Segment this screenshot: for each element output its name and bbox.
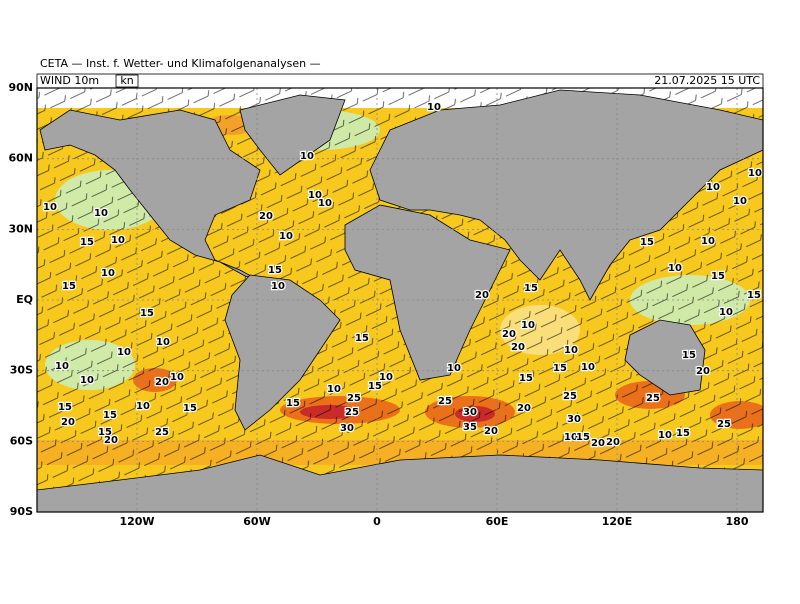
wind-speed-label: 20 (475, 290, 489, 301)
wind-speed-label: 10 (701, 236, 715, 247)
wind-speed-label: 20 (591, 438, 605, 449)
wind-speed-label: 10 (279, 231, 293, 242)
map-frame (36, 87, 764, 513)
wind-speed-label: 15 (268, 265, 282, 276)
lon-label: 0 (373, 515, 381, 528)
wind-speed-label: 15 (355, 333, 369, 344)
land (37, 89, 763, 512)
wind-speed-label: 35 (463, 422, 477, 433)
wind-speed-label: 15 (286, 398, 300, 409)
lat-label: EQ (16, 293, 33, 306)
wind-speed-label: 10 (719, 307, 733, 318)
wind-speed-label: 15 (183, 403, 197, 414)
lon-label: 180 (726, 515, 749, 528)
wind-speed-label: 20 (155, 377, 169, 388)
wind-speed-label: 20 (104, 435, 118, 446)
wind-speed-label: 20 (259, 211, 273, 222)
wind-speed-label: 15 (80, 237, 94, 248)
wind-speed-label: 10 (706, 182, 720, 193)
wind-speed-label: 10 (300, 151, 314, 162)
lat-label: 30N (8, 222, 33, 235)
wind-speed-label: 10 (318, 198, 332, 209)
wind-speed-label: 10 (308, 190, 322, 201)
axes: 90N 60N 30N EQ 30S 60S 90S 120W 60W 0 60E 120E 180 (8, 81, 748, 528)
wind-speed-label: 15 (58, 402, 72, 413)
wind-speed-label: 10 (136, 401, 150, 412)
wind-speed-label: 10 (658, 430, 672, 441)
wind-speed-label: 10 (55, 361, 69, 372)
lat-label: 90S (10, 505, 33, 518)
wind-speed-label: 15 (140, 308, 154, 319)
lon-label: 60W (243, 515, 270, 528)
wind-speed-label: 20 (606, 437, 620, 448)
wind-speed-label: 15 (676, 428, 690, 439)
unit: kn (120, 74, 133, 87)
wind-speed-label: 25 (155, 427, 169, 438)
wind-speed-label: 10 (564, 345, 578, 356)
wind-speed-label: 20 (484, 426, 498, 437)
wind-speed-label: 25 (563, 391, 577, 402)
lon-label: 120W (119, 515, 154, 528)
wind-speed-label: 20 (61, 417, 75, 428)
header-title: CETA — Inst. f. Wetter- und Klimafolgena… (40, 57, 321, 70)
lon-label: 120E (602, 515, 632, 528)
wind-speed-label: 20 (696, 366, 710, 377)
date: 21.07.2025 15 UTC (654, 74, 760, 87)
wind-speed-label: 25 (717, 419, 731, 430)
wind-speed-label: 15 (747, 290, 761, 301)
field-name: WIND 10m (40, 74, 99, 87)
wind-speed-label: 10 (668, 263, 682, 274)
wind-speed-label: 10 (101, 268, 115, 279)
wind-speed-label: 10 (327, 384, 341, 395)
wind-speed-label: 15 (576, 432, 590, 443)
wind-speed-label: 10 (156, 337, 170, 348)
wind-speed-label: 15 (368, 381, 382, 392)
wind-speed-label: 30 (567, 414, 581, 425)
wind-speed-label: 10 (447, 363, 461, 374)
wind-speed-label: 10 (170, 372, 184, 383)
wind-speed-label: 25 (345, 407, 359, 418)
wind-speed-label: 15 (103, 410, 117, 421)
wind-speed-label: 15 (62, 281, 76, 292)
lon-label: 60E (486, 515, 509, 528)
graticule (37, 88, 763, 512)
unit-box (115, 74, 139, 88)
wind-speed-label: 15 (98, 427, 112, 438)
wind-speed-label: 15 (553, 363, 567, 374)
wind-speed-label: 25 (646, 393, 660, 404)
wind-speed-label: 25 (347, 393, 361, 404)
wind-speed-label: 25 (438, 396, 452, 407)
lat-label: 60S (10, 434, 33, 447)
wind-speed-label: 10 (94, 208, 108, 219)
lat-label: 60N (8, 152, 33, 165)
wind-speed-label: 15 (711, 271, 725, 282)
wind-speed-label: 10 (43, 202, 57, 213)
wind-speed-label: 10 (111, 235, 125, 246)
wind-speed-label: 10 (733, 196, 747, 207)
wind-speed-label: 10 (271, 281, 285, 292)
wind-speed-label: 15 (640, 237, 654, 248)
wind-speed-label: 15 (524, 283, 538, 294)
wind-speed-label: 10 (427, 102, 441, 113)
wind-speed-label: 10 (521, 320, 535, 331)
lat-label: 90N (8, 81, 33, 94)
wind-speed-label: 30 (340, 423, 354, 434)
wind-speed-label: 10 (379, 372, 393, 383)
wind-speed-label: 20 (511, 342, 525, 353)
wind-speed-label: 10 (80, 375, 94, 386)
wind-speed-label: 10 (564, 432, 578, 443)
wind-speed-label: 10 (581, 362, 595, 373)
wind-speed-label: 20 (502, 329, 516, 340)
wind-speed-label: 15 (682, 350, 696, 361)
wind-speed-label: 20 (517, 403, 531, 414)
wind-speed-label: 10 (117, 347, 131, 358)
lat-label: 30S (10, 364, 33, 377)
wind-speed-label: 10 (748, 168, 762, 179)
wind-speed-label: 15 (519, 373, 533, 384)
wind-speed-label: 30 (463, 407, 477, 418)
